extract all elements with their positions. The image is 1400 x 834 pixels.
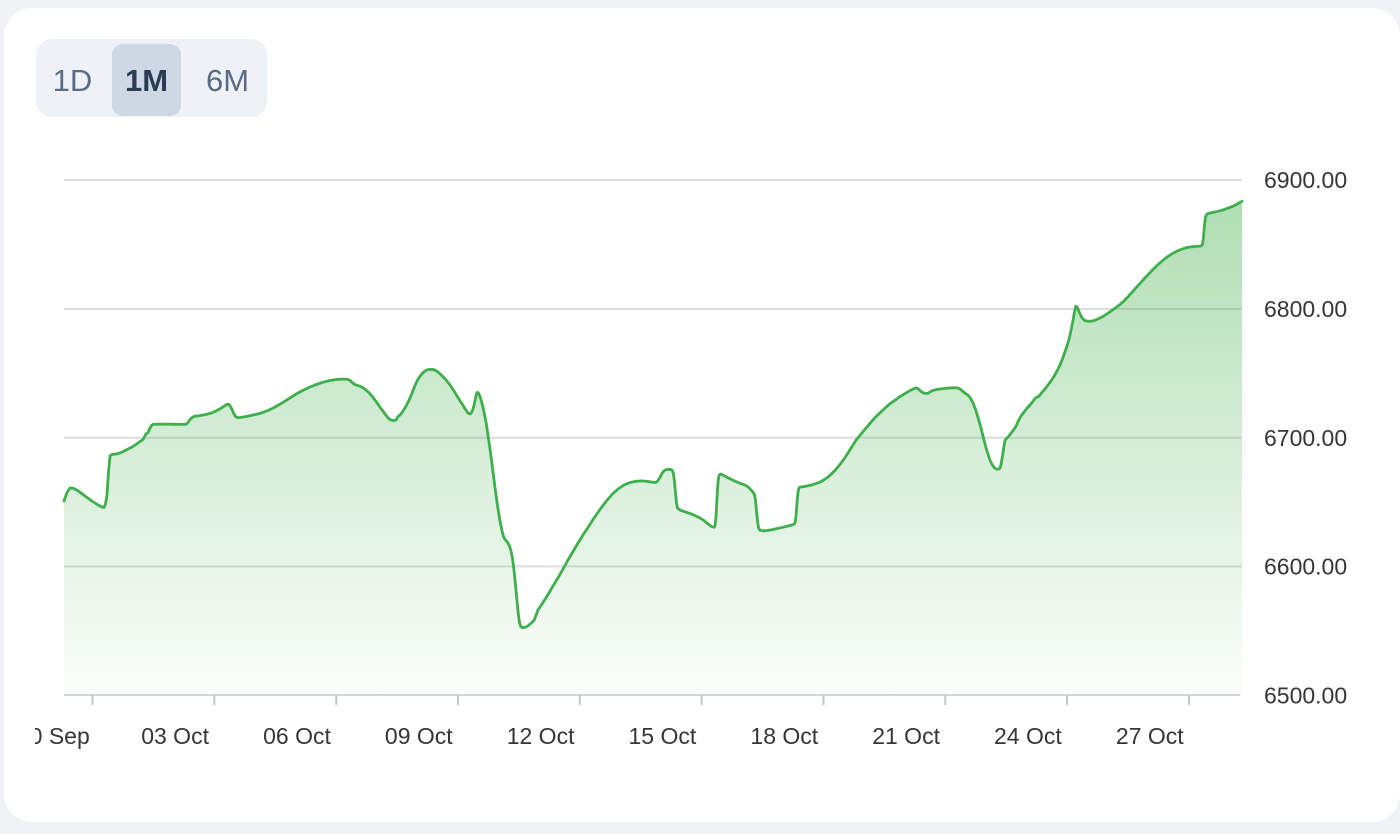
svg-text:12 Oct: 12 Oct — [507, 723, 575, 749]
svg-text:27 Oct: 27 Oct — [1116, 723, 1184, 749]
svg-text:6800.00: 6800.00 — [1264, 296, 1347, 322]
svg-text:24 Oct: 24 Oct — [994, 723, 1062, 749]
svg-text:06 Oct: 06 Oct — [263, 723, 331, 749]
svg-text:09 Oct: 09 Oct — [385, 723, 453, 749]
svg-text:15 Oct: 15 Oct — [629, 723, 697, 749]
svg-text:21 Oct: 21 Oct — [872, 723, 940, 749]
svg-text:6700.00: 6700.00 — [1264, 425, 1347, 451]
svg-text:03 Oct: 03 Oct — [141, 723, 209, 749]
svg-text:18 Oct: 18 Oct — [750, 723, 818, 749]
svg-text:6600.00: 6600.00 — [1264, 554, 1347, 580]
svg-text:6500.00: 6500.00 — [1264, 683, 1347, 709]
svg-text:6900.00: 6900.00 — [1264, 167, 1347, 193]
svg-text:30 Sep: 30 Sep — [35, 723, 90, 749]
